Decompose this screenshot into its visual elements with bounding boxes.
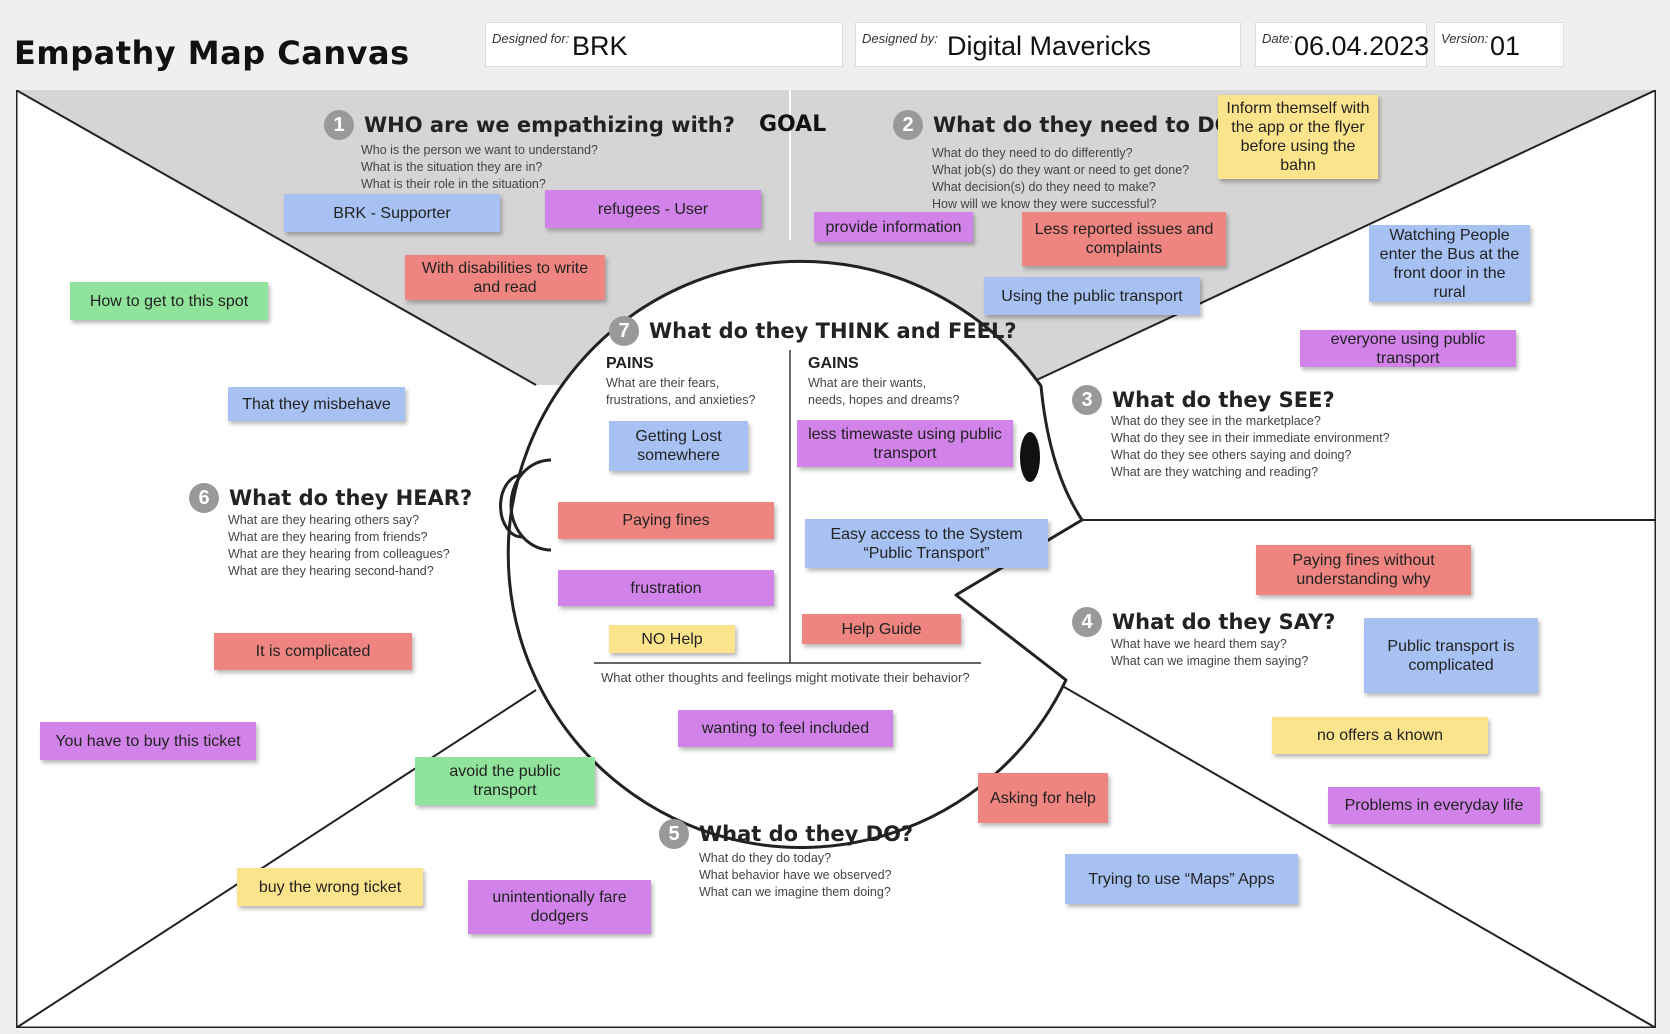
section-do-title: What do they DO? [699, 822, 914, 846]
section-hear-questions: What are they hearing others say? What a… [228, 513, 450, 578]
section-do-questions: What do they do today? What behavior hav… [699, 851, 892, 899]
pains-question: What are their fears, frustrations, and … [606, 376, 756, 407]
section-say-questions: What have we heard them say? What can we… [1111, 637, 1309, 668]
section-need-questions: What do they need to do differently? Wha… [932, 146, 1190, 211]
section-see-header: 3 What do they SEE? [1072, 385, 1335, 415]
version-field[interactable]: Version: 01 [1434, 22, 1564, 67]
section-number-2: 2 [893, 110, 923, 140]
goal-label: GOAL [759, 112, 827, 137]
sticky-note[interactable]: You have to buy this ticket [40, 722, 256, 760]
section-who-title: WHO are we empathizing with? [364, 113, 735, 137]
designed-by-field[interactable]: Designed by: Digital Mavericks [855, 22, 1241, 67]
section-see-title: What do they SEE? [1112, 388, 1335, 412]
section-think-header: 7 What do they THINK and FEEL? [609, 316, 1017, 346]
sticky-note[interactable]: BRK - Supporter [284, 194, 500, 232]
sticky-note[interactable]: unintentionally fare dodgers [468, 880, 651, 934]
section-hear-header: 6 What do they HEAR? [189, 483, 472, 513]
section-do-header: 5 What do they DO? [659, 819, 913, 849]
sticky-note[interactable]: Less reported issues and complaints [1022, 212, 1226, 266]
version-label: Version: [1441, 31, 1489, 46]
sticky-note[interactable]: With disabilities to write and read [405, 255, 605, 300]
section-number-1: 1 [324, 110, 354, 140]
section-number-3: 3 [1072, 385, 1102, 415]
sticky-note[interactable]: Watching People enter the Bus at the fro… [1369, 225, 1530, 302]
gains-question: What are their wants, needs, hopes and d… [808, 376, 960, 407]
sticky-note[interactable]: That they misbehave [228, 387, 405, 421]
page-title: Empathy Map Canvas [14, 34, 410, 72]
version-value: 01 [1490, 31, 1521, 61]
section-say-title: What do they SAY? [1112, 610, 1336, 634]
date-value: 06.04.2023 [1294, 31, 1430, 61]
designed-by-label: Designed by: [862, 31, 938, 46]
sticky-note[interactable]: no offers a known [1272, 717, 1488, 754]
section-number-4: 4 [1072, 607, 1102, 637]
section-see-questions: What do they see in the marketplace? Wha… [1111, 414, 1390, 479]
date-field[interactable]: Date: 06.04.2023 [1255, 22, 1430, 67]
designed-for-field[interactable]: Designed for: BRK [485, 22, 843, 67]
sticky-note[interactable]: Asking for help [978, 773, 1108, 823]
sticky-note[interactable]: Getting Lost somewhere [609, 421, 748, 471]
section-say-header: 4 What do they SAY? [1072, 607, 1335, 637]
section-number-7: 7 [609, 316, 639, 346]
sticky-note[interactable]: wanting to feel included [678, 710, 893, 747]
sticky-note[interactable]: It is complicated [214, 633, 412, 670]
sticky-note[interactable]: frustration [558, 570, 774, 606]
section-number-6: 6 [189, 483, 219, 513]
sticky-note[interactable]: NO Help [609, 625, 735, 653]
sticky-note[interactable]: Paying fines without understanding why [1256, 545, 1471, 595]
pains-title: PAINS [606, 355, 654, 372]
designed-for-value: BRK [572, 31, 628, 61]
date-label: Date: [1262, 31, 1294, 46]
sticky-note[interactable]: Public transport is complicated [1364, 618, 1538, 693]
sticky-note[interactable]: Easy access to the System “Public Transp… [805, 519, 1048, 568]
sticky-note[interactable]: Using the public transport [984, 277, 1200, 315]
section-need-title: What do they need to DO? [933, 113, 1245, 137]
designed-for-label: Designed for: [492, 31, 570, 46]
section-hear-title: What do they HEAR? [229, 486, 473, 510]
sticky-note[interactable]: Inform themself with the app or the flye… [1218, 95, 1378, 179]
section-think-title: What do they THINK and FEEL? [649, 319, 1017, 343]
sticky-note[interactable]: Trying to use “Maps” Apps [1065, 854, 1298, 904]
sticky-note[interactable]: How to get to this spot [70, 282, 268, 320]
sticky-note[interactable]: Help Guide [802, 614, 961, 644]
sticky-note[interactable]: Problems in everyday life [1328, 787, 1540, 824]
section-number-5: 5 [659, 819, 689, 849]
sticky-note[interactable]: less timewaste using public transport [797, 420, 1013, 467]
sticky-note[interactable]: everyone using public transport [1300, 330, 1516, 367]
sticky-note[interactable]: provide information [814, 212, 973, 242]
sticky-note[interactable]: avoid the public transport [415, 757, 595, 805]
section-need-header: 2 What do they need to DO? [893, 110, 1245, 140]
empathy-map-canvas: GOAL 1 WHO are we empathizing with? Who … [16, 90, 1656, 1028]
sticky-note[interactable]: buy the wrong ticket [237, 868, 423, 906]
think-feel-footer-question: What other thoughts and feelings might m… [601, 670, 970, 685]
gains-title: GAINS [808, 355, 859, 372]
designed-by-value: Digital Mavericks [947, 31, 1152, 61]
sticky-note[interactable]: refugees - User [545, 190, 761, 228]
sticky-note[interactable]: Paying fines [558, 502, 774, 539]
section-who-header: 1 WHO are we empathizing with? [324, 110, 735, 140]
section-who-questions: Who is the person we want to understand?… [361, 143, 598, 191]
